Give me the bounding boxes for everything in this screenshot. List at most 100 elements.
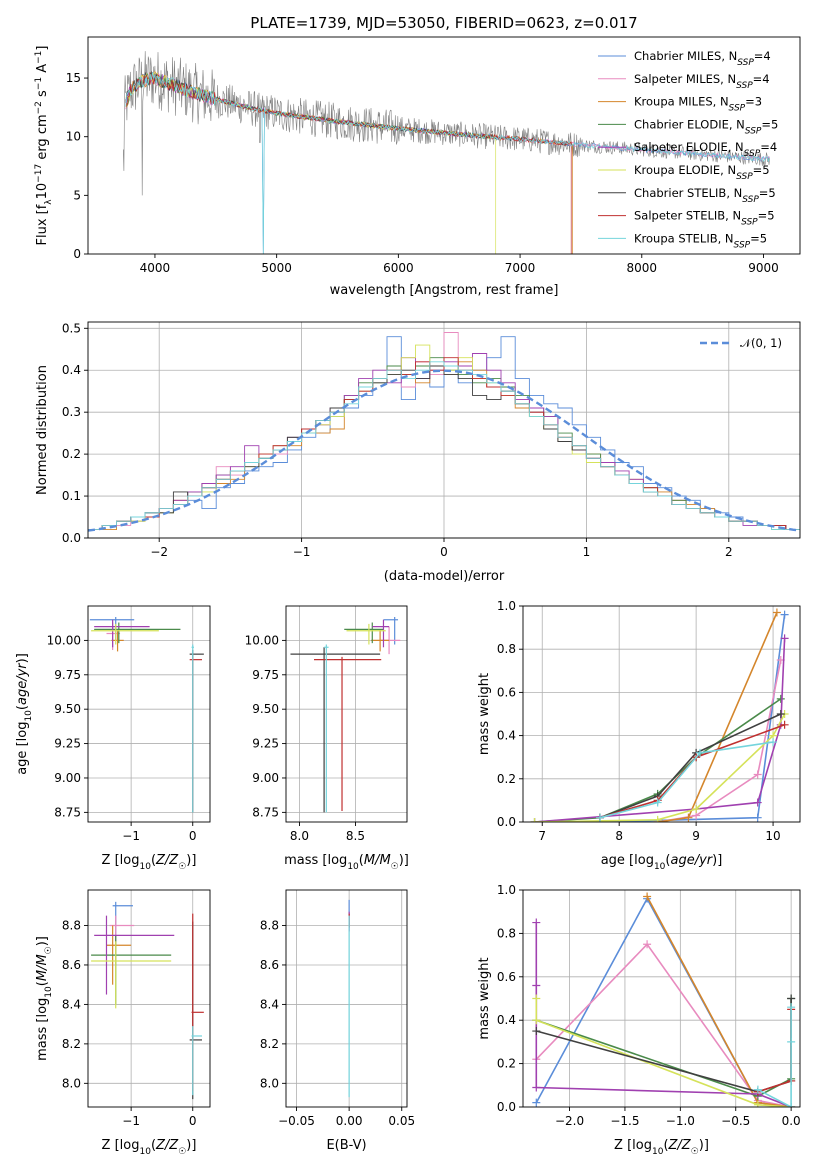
- weight-marker: [643, 892, 652, 901]
- y-tick-label: 8.0: [260, 1076, 279, 1090]
- label-part: =4: [754, 49, 771, 63]
- legend-entry: Salpeter MILES, NSSP=4: [634, 72, 770, 91]
- legend-entry: Kroupa ELODIE, NSSP=5: [634, 163, 770, 182]
- label-part: age [log: [601, 853, 654, 868]
- weight-marker: [692, 805, 701, 814]
- label-part: −17: [34, 164, 44, 183]
- y-tick-label: 9.50: [54, 702, 81, 716]
- y-tick-label: 9.00: [54, 771, 81, 785]
- plot-area: [88, 332, 800, 538]
- label-part: SSP: [736, 81, 753, 91]
- weight-line: [599, 713, 782, 819]
- weight-marker: [653, 815, 662, 822]
- y-tick-label: 0: [73, 247, 81, 261]
- residual-histogram-panel: −2 −1 0 1 2 0.0 0.1 0.2 0.3 0.4 0.5 (data-model)/er…: [35, 321, 801, 584]
- y-axis-label: age [log10(age/yr)]: [15, 653, 34, 775]
- label-part: ☉: [691, 1147, 699, 1157]
- x-tick-label: 6000: [383, 261, 414, 275]
- label-part: erg cm: [35, 114, 50, 163]
- label-part: Chabrier ELODIE, N: [634, 117, 745, 131]
- label-part: (: [665, 853, 670, 868]
- y-axis-label: Flux [fλ10−17 erg cm−2 s−1 A−1]: [34, 46, 54, 246]
- label-part: A: [35, 64, 50, 77]
- label-part: Flux [f: [35, 204, 50, 245]
- weight-marker: [532, 1083, 541, 1092]
- x-axis-label: age [log10(age/yr)]: [601, 853, 723, 872]
- label-part: ☉: [178, 1147, 186, 1157]
- y-tick-label: 0.0: [497, 1100, 516, 1114]
- legend-entry: Kroupa STELIB, NSSP=5: [634, 231, 767, 250]
- weight-line: [535, 922, 792, 1107]
- axes-frame: [285, 889, 408, 1108]
- x-tick-label: 5000: [261, 261, 292, 275]
- label-part: 10: [44, 986, 54, 998]
- label-part: Z/Z: [668, 1138, 692, 1153]
- label-part: 10: [35, 183, 50, 200]
- model-line-salpeter-stelib: [125, 74, 572, 254]
- legend-entry: Salpeter ELODIE, NSSP=4: [634, 140, 777, 159]
- y-tick-label: 15: [66, 71, 81, 85]
- y-axis-label: mass weight: [477, 673, 492, 755]
- axes-frame: [522, 605, 801, 823]
- label-part: Kroupa STELIB, N: [634, 231, 734, 245]
- label-part: E(B-V): [326, 1138, 366, 1153]
- y-tick-label: 1.0: [497, 883, 516, 897]
- weight-line: [535, 897, 792, 1107]
- weight-line: [599, 614, 786, 822]
- weight-vs-metallicity-panel: −2.0 −1.5 −1.0 −0.5 0.0 0.0 0.2 0.4 0.6 0.8 1.0 Z […: [477, 883, 801, 1157]
- axes-frame: [285, 605, 408, 823]
- y-tick-label: 10.00: [245, 633, 279, 647]
- y-axis-label: Normed distribution: [35, 365, 50, 495]
- weight-marker: [780, 720, 789, 729]
- y-tick-label: 0.8: [497, 926, 516, 940]
- legend-entry: Chabrier STELIB, NSSP=5: [634, 186, 776, 205]
- label-part: mass [log: [35, 998, 50, 1061]
- y-tick-label: 0.4: [62, 363, 81, 377]
- y-tick-label: 9.25: [54, 737, 81, 751]
- label-part: Kroupa ELODIE, N: [634, 163, 736, 177]
- y-tick-label: 8.75: [252, 805, 279, 819]
- y-tick-label: 0.6: [497, 970, 516, 984]
- y-tick-label: 5: [73, 188, 81, 202]
- label-part: ]: [35, 46, 50, 51]
- x-tick-label: −1: [293, 545, 311, 559]
- y-tick-label: 0.2: [62, 447, 81, 461]
- axes-frame: [87, 889, 211, 1108]
- y-tick-label: 9.50: [252, 702, 279, 716]
- y-tick-label: 9.75: [252, 668, 279, 682]
- label-part: SSP: [742, 195, 759, 205]
- x-tick-label: 0.00: [336, 1114, 363, 1128]
- x-tick-label: 1: [583, 545, 591, 559]
- weight-line: [599, 741, 774, 819]
- label-part: (: [151, 1138, 156, 1153]
- y-tick-label: 10.00: [47, 633, 81, 647]
- figure-title: PLATE=1739, MJD=53050, FIBERID=0623, z=0…: [250, 14, 637, 32]
- label-part: M/M: [364, 853, 391, 868]
- gaussian-curve: [88, 369, 800, 532]
- weight-line: [536, 998, 792, 1098]
- label-part: )]: [15, 653, 30, 663]
- x-axis-label: Z [log10(Z/Z☉)]: [102, 853, 197, 872]
- weight-line: [646, 896, 792, 1107]
- label-part: SSP: [745, 126, 762, 136]
- y-tick-label: 8.4: [260, 997, 279, 1011]
- x-tick-label: 0: [440, 545, 448, 559]
- weight-marker: [643, 940, 652, 949]
- label-part: M/M: [35, 954, 50, 981]
- weight-line: [757, 1007, 792, 1107]
- label-part: =5: [761, 117, 778, 131]
- x-tick-label: 8.0: [290, 829, 309, 843]
- x-tick-label: −1.5: [610, 1114, 639, 1128]
- label-part: =5: [758, 209, 775, 223]
- age-vs-mass-panel: 8.0 8.5 8.75 9.00 9.25 9.50 9.75 10.00 mass [log…: [245, 605, 409, 872]
- legend-entry: Kroupa MILES, NSSP=3: [634, 95, 762, 114]
- y-tick-label: 8.2: [62, 1037, 81, 1051]
- label-part: Chabrier STELIB, N: [634, 186, 742, 200]
- label-part: 10: [139, 1147, 151, 1157]
- y-tick-label: 0.8: [497, 642, 516, 656]
- y-tick-label: 9.00: [252, 771, 279, 785]
- legend-entry: 𝒩(0, 1): [740, 336, 782, 350]
- label-part: (: [663, 1138, 668, 1153]
